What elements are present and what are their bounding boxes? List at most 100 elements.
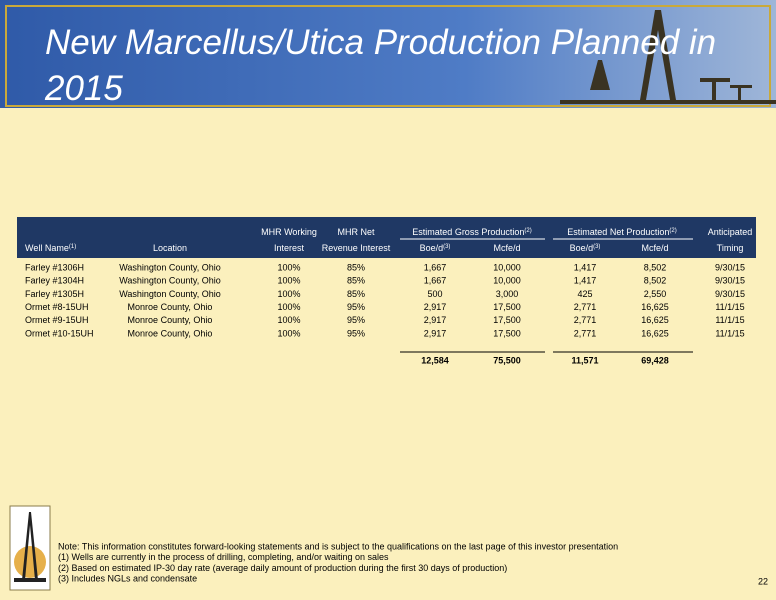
table-cell: 95% xyxy=(347,328,365,338)
table-cell: Washington County, Ohio xyxy=(119,262,221,272)
table-cell: 11/1/15 xyxy=(715,302,744,312)
table-cell: 16,625 xyxy=(641,302,669,312)
table-cell: 10,000 xyxy=(493,276,521,286)
table-cell: 17,500 xyxy=(493,328,521,338)
header-cell: Estimated Net Production(2) xyxy=(567,227,676,237)
table-cell: 16,625 xyxy=(641,315,669,325)
table-cell: 2,917 xyxy=(424,315,447,325)
table-cell: 1,667 xyxy=(424,262,447,272)
table-cell: 85% xyxy=(347,262,365,272)
header-note: (2) xyxy=(524,228,531,234)
header-text: Interest xyxy=(274,243,305,253)
header-text: Well Name xyxy=(25,243,69,253)
table-cell: 95% xyxy=(347,315,365,325)
table-cell: 16,625 xyxy=(641,328,669,338)
table-cell: 8,502 xyxy=(644,262,667,272)
table-cell: 100% xyxy=(277,262,300,272)
slide-title: New Marcellus/Utica Production Planned i… xyxy=(45,23,717,108)
table-cell: 100% xyxy=(277,328,300,338)
header-note: (2) xyxy=(669,228,676,234)
table-cell: Ormet #8-15UH xyxy=(25,302,89,312)
header-cell: Revenue Interest xyxy=(322,243,391,253)
table-cell: 2,917 xyxy=(424,328,447,338)
total-cell: 12,584 xyxy=(421,355,449,365)
table-cell: 100% xyxy=(277,315,300,325)
header-text: MHR Working xyxy=(261,227,317,237)
table-cell: 17,500 xyxy=(493,315,521,325)
table-cell: Monroe County, Ohio xyxy=(128,302,213,312)
header-text: Estimated Net Production xyxy=(567,227,669,237)
table-cell: Washington County, Ohio xyxy=(119,276,221,286)
header-cell: Anticipated xyxy=(708,227,753,237)
header-text: Boe/d xyxy=(420,243,444,253)
table-cell: 100% xyxy=(277,302,300,312)
header-note: (3) xyxy=(593,244,600,250)
table-cell: 2,771 xyxy=(574,328,597,338)
table-cell: 500 xyxy=(427,289,442,299)
header-cell: Interest xyxy=(274,243,305,253)
page-number: 22 xyxy=(758,576,768,586)
header-cell: MHR Working xyxy=(261,227,317,237)
table-cell: 85% xyxy=(347,276,365,286)
table-cell: 9/30/15 xyxy=(715,262,745,272)
header-text: Timing xyxy=(717,243,744,253)
table-cell: 11/1/15 xyxy=(715,315,744,325)
table-cell: 100% xyxy=(277,276,300,286)
table-cell: Ormet #10-15UH xyxy=(25,328,94,338)
table-cell: 2,771 xyxy=(574,315,597,325)
header-cell: Mcfe/d xyxy=(493,243,520,253)
table-cell: 2,771 xyxy=(574,302,597,312)
header-cell: Boe/d(3) xyxy=(420,243,451,253)
table-cell: 9/30/15 xyxy=(715,289,745,299)
table-cell: 95% xyxy=(347,302,365,312)
table-cell: 9/30/15 xyxy=(715,276,745,286)
total-cell: 69,428 xyxy=(641,355,669,365)
header-cell: Estimated Gross Production(2) xyxy=(412,227,531,237)
table-cell: Washington County, Ohio xyxy=(119,289,221,299)
header-text: Anticipated xyxy=(708,227,753,237)
table-cell: Monroe County, Ohio xyxy=(128,328,213,338)
footnote: Note: This information constitutes forwa… xyxy=(58,541,618,551)
logo xyxy=(9,505,51,591)
header-text: Mcfe/d xyxy=(493,243,520,253)
header-text: Estimated Gross Production xyxy=(412,227,524,237)
table-cell: 1,417 xyxy=(574,262,597,272)
header-text: Location xyxy=(153,243,187,253)
footnote: (1) Wells are currently in the process o… xyxy=(58,552,389,562)
header-cell: Location xyxy=(153,243,187,253)
header-note: (3) xyxy=(443,244,450,250)
table-header-bg xyxy=(17,217,756,258)
header-cell: Boe/d(3) xyxy=(570,243,601,253)
header-cell: Mcfe/d xyxy=(641,243,668,253)
header-cell: MHR Net xyxy=(337,227,375,237)
table-cell: 85% xyxy=(347,289,365,299)
header-text: MHR Net xyxy=(337,227,375,237)
table-cell: 1,417 xyxy=(574,276,597,286)
table-cell: 11/1/15 xyxy=(715,328,744,338)
footnote: (2) Based on estimated IP-30 day rate (a… xyxy=(58,563,507,573)
table-cell: Farley #1305H xyxy=(25,289,84,299)
header-border xyxy=(5,5,771,107)
table-cell: 3,000 xyxy=(496,289,519,299)
table-cell: 10,000 xyxy=(493,262,521,272)
table-cell: 100% xyxy=(277,289,300,299)
table-cell: 2,917 xyxy=(424,302,447,312)
rig-silhouettes xyxy=(560,10,776,104)
table-cell: 8,502 xyxy=(644,276,667,286)
table-cell: Farley #1306H xyxy=(25,262,84,272)
header-text: Boe/d xyxy=(570,243,594,253)
header-text: Revenue Interest xyxy=(322,243,391,253)
header-cell: Timing xyxy=(717,243,744,253)
header-cell: Well Name(1) xyxy=(25,243,76,253)
total-cell: 11,571 xyxy=(571,355,598,365)
table-cell: 1,667 xyxy=(424,276,447,286)
total-cell: 75,500 xyxy=(493,355,521,365)
table-cell: Monroe County, Ohio xyxy=(128,315,213,325)
footnote: (3) Includes NGLs and condensate xyxy=(58,573,197,583)
table-cell: Ormet #9-15UH xyxy=(25,315,89,325)
table-cell: 425 xyxy=(577,289,592,299)
table-cell: 17,500 xyxy=(493,302,521,312)
table-cell: Farley #1304H xyxy=(25,276,84,286)
